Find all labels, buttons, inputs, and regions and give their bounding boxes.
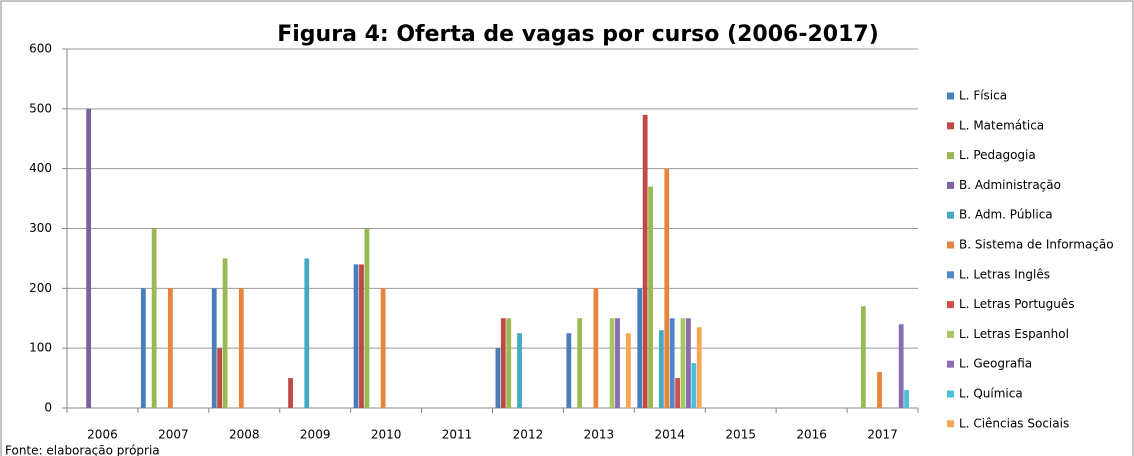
- x-tick-label: 2014: [655, 428, 686, 442]
- legend-swatch: [947, 271, 954, 279]
- legend-label: L. Física: [959, 89, 1007, 103]
- y-tick-label: 400: [29, 161, 52, 175]
- bar: [359, 264, 364, 408]
- bar: [222, 258, 228, 408]
- x-tick-label: 2007: [158, 428, 189, 442]
- legend-label: L. Matemática: [959, 118, 1044, 132]
- bar: [288, 378, 293, 408]
- bar: [625, 333, 631, 408]
- bar: [648, 186, 653, 408]
- bar: [364, 228, 370, 408]
- legend-label: L. Química: [959, 387, 1023, 401]
- chart-title: Figura 4: Oferta de vagas por curso (200…: [277, 22, 879, 47]
- legend-swatch: [947, 152, 954, 160]
- y-tick-label: 300: [29, 221, 52, 235]
- bar: [860, 306, 866, 408]
- bar: [140, 288, 146, 408]
- legend-swatch: [947, 122, 954, 130]
- legend-swatch: [947, 181, 954, 189]
- y-tick-label: 200: [29, 281, 52, 295]
- legend-label: L. Letras Inglês: [959, 267, 1050, 281]
- x-tick-label: 2010: [371, 428, 402, 442]
- bar: [664, 168, 670, 408]
- legend-swatch: [947, 92, 954, 100]
- bar: [675, 378, 681, 408]
- bar: [680, 318, 686, 408]
- legend-swatch: [947, 330, 954, 338]
- footnote: Fonte: elaboração própria: [5, 444, 160, 456]
- bar: [658, 330, 664, 408]
- bar: [637, 288, 643, 408]
- bar: [691, 363, 697, 408]
- legend-label: L. Geografia: [959, 357, 1032, 371]
- bar: [686, 318, 691, 408]
- bar: [609, 318, 615, 408]
- legend-label: B. Adm. Pública: [959, 208, 1053, 222]
- legend-swatch: [947, 301, 954, 309]
- bar: [211, 288, 217, 408]
- bar: [353, 264, 359, 408]
- bar: [642, 114, 648, 409]
- legend-swatch: [947, 241, 954, 249]
- legend-swatch: [947, 420, 954, 428]
- x-tick-label: 2011: [442, 428, 473, 442]
- x-tick-label: 2016: [796, 428, 827, 442]
- bar: [217, 348, 223, 408]
- bar: [696, 327, 702, 408]
- bar: [517, 333, 522, 408]
- bar: [669, 318, 675, 408]
- legend-label: L. Pedagogia: [959, 148, 1036, 162]
- y-tick-label: 100: [29, 341, 52, 355]
- legend-swatch: [947, 390, 954, 398]
- x-tick-label: 2013: [584, 428, 615, 442]
- y-tick-label: 0: [44, 401, 52, 415]
- bar: [151, 228, 157, 408]
- legend-label: B. Administração: [959, 178, 1061, 192]
- bar: [904, 390, 909, 408]
- x-tick-label: 2009: [300, 428, 331, 442]
- legend-label: L. Ciências Sociais: [959, 416, 1069, 430]
- bar: [506, 318, 512, 408]
- bar: [495, 348, 501, 408]
- bar: [167, 288, 173, 408]
- legend-swatch: [947, 211, 954, 219]
- bar: [304, 258, 310, 408]
- y-tick-label: 500: [29, 101, 52, 115]
- x-tick-label: 2015: [725, 428, 756, 442]
- bar: [577, 318, 583, 408]
- bar: [86, 108, 92, 408]
- bar: [380, 288, 386, 408]
- bar: [877, 372, 882, 408]
- x-tick-label: 2012: [513, 428, 544, 442]
- legend-swatch: [947, 360, 954, 368]
- legend-label: L. Letras Português: [959, 297, 1074, 311]
- bar: [566, 333, 572, 408]
- x-tick-label: 2008: [229, 428, 260, 442]
- x-tick-label: 2017: [867, 428, 898, 442]
- y-tick-label: 600: [29, 42, 52, 56]
- legend-label: L. Letras Espanhol: [959, 327, 1069, 341]
- bar: [500, 318, 506, 408]
- bar: [238, 288, 244, 408]
- x-tick-label: 2006: [87, 428, 118, 442]
- bar: [615, 318, 620, 408]
- legend-label: B. Sistema de Informação: [959, 238, 1114, 252]
- bar: [898, 324, 904, 408]
- bar: [593, 288, 599, 408]
